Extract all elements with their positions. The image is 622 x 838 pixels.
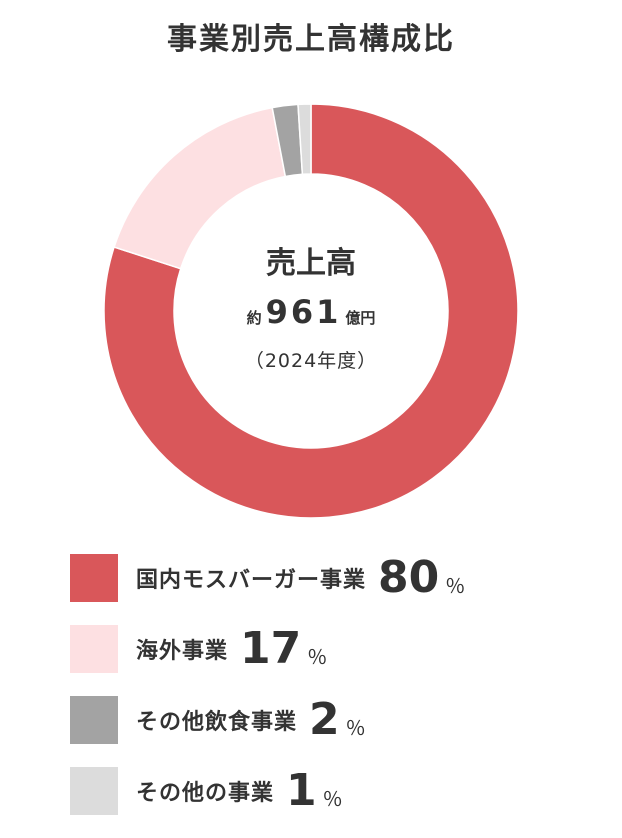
center-note: （2024年度） (244, 350, 378, 372)
center-value: 約 961 億円 (161, 293, 461, 331)
legend-swatch-domestic (70, 554, 118, 602)
legend-value-overseas: 17 (240, 623, 302, 674)
legend-unit: ％ (345, 715, 366, 740)
legend-unit: ％ (307, 644, 328, 669)
legend-label-overseas: 海外事業 (136, 639, 229, 664)
legend-label-domestic: 国内モスバーガー事業 (136, 568, 367, 593)
donut-chart (103, 103, 519, 519)
chart-title: 事業別売上高構成比 (167, 22, 455, 57)
legend-value-domestic: 80 (378, 552, 440, 603)
legend-unit: ％ (322, 786, 343, 811)
donut-slice-other-business (297, 103, 312, 176)
legend-label-other-business: その他の事業 (136, 781, 275, 806)
legend-unit: ％ (445, 573, 466, 598)
legend-value-other-business: 1 (286, 765, 317, 816)
center-value-number: 961 (265, 293, 342, 331)
center-value-unit: 億円 (345, 309, 376, 327)
legend-swatch-other-business (70, 767, 118, 815)
legend: 国内モスバーガー事業 80 ％ 海外事業 17 ％ その他飲食事業 2 ％ その… (70, 554, 465, 838)
legend-item-other-restaurant: その他飲食事業 2 ％ (70, 696, 465, 744)
legend-item-other-business: その他の事業 1 ％ (70, 767, 465, 815)
legend-label-other-restaurant: その他飲食事業 (136, 710, 298, 735)
legend-swatch-overseas (70, 625, 118, 673)
donut-slice-domestic (103, 103, 519, 519)
legend-item-overseas: 海外事業 17 ％ (70, 625, 465, 673)
center-value-prefix: 約 (246, 309, 262, 327)
center-label: 売上高 (266, 246, 356, 281)
legend-item-domestic: 国内モスバーガー事業 80 ％ (70, 554, 465, 602)
legend-value-other-restaurant: 2 (309, 694, 340, 745)
legend-swatch-other-restaurant (70, 696, 118, 744)
